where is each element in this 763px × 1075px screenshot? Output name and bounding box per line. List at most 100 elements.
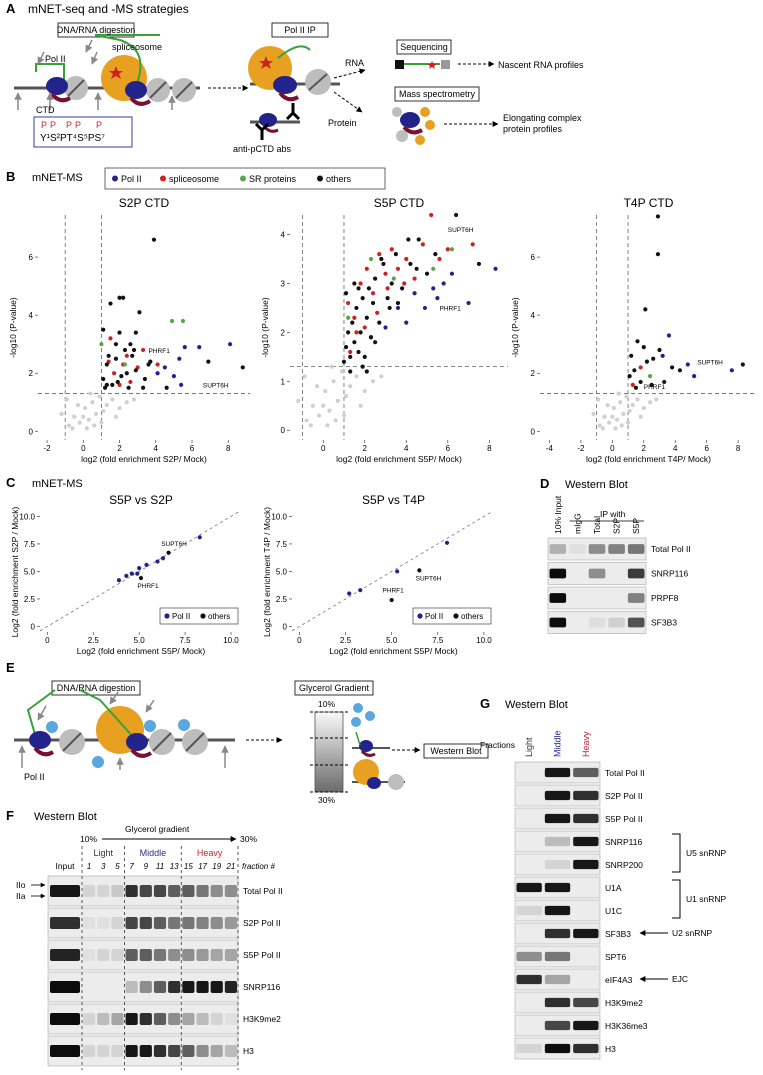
complex-label: U1 snRNP	[686, 894, 726, 904]
band	[544, 882, 571, 893]
legend-marker	[240, 175, 246, 182]
point	[128, 342, 133, 347]
y-tick-label: 2	[281, 328, 286, 337]
band	[125, 885, 138, 897]
y-tick-label: 7.5	[24, 540, 36, 549]
point	[124, 353, 129, 358]
point	[613, 426, 618, 431]
band	[196, 885, 209, 897]
point	[352, 315, 357, 320]
point	[81, 414, 86, 419]
phospho: P	[41, 120, 47, 130]
y-tick-label: 2.5	[276, 595, 288, 604]
label: protein profiles	[503, 124, 563, 134]
point	[638, 365, 643, 370]
point	[597, 423, 602, 428]
point	[352, 281, 357, 286]
annotation: SUPT6H	[448, 227, 474, 234]
chart-title: T4P CTD	[624, 196, 674, 210]
label: 10%	[318, 699, 335, 709]
point	[197, 535, 202, 540]
band	[544, 1020, 571, 1031]
panel-title: mNET-MS	[32, 172, 83, 184]
panel-letter: C	[6, 475, 16, 490]
x-tick-label: -2	[43, 444, 51, 453]
x-tick-label: 8	[736, 444, 741, 453]
band	[516, 905, 542, 916]
band	[224, 885, 237, 897]
point	[339, 369, 345, 374]
y-tick-label: 0	[283, 622, 288, 631]
point	[377, 320, 382, 325]
point	[115, 379, 120, 385]
row-label: SF3B3	[651, 618, 677, 628]
band	[210, 981, 223, 993]
band	[182, 981, 195, 993]
band	[210, 1013, 223, 1025]
point	[126, 385, 131, 390]
panel-letter: A	[6, 1, 16, 16]
band	[516, 882, 542, 893]
legend-marker	[453, 613, 459, 619]
point	[657, 347, 662, 353]
band	[224, 1013, 237, 1025]
point	[437, 256, 442, 262]
point	[366, 286, 371, 291]
band	[97, 949, 110, 961]
band	[97, 1013, 110, 1025]
point	[624, 394, 629, 399]
point	[101, 327, 106, 332]
point	[662, 379, 667, 385]
point	[629, 353, 634, 358]
point	[104, 382, 109, 387]
point	[404, 320, 409, 325]
point	[66, 423, 71, 428]
point	[677, 368, 683, 373]
point	[362, 325, 367, 330]
row-label: Total Pol II	[651, 544, 691, 554]
point	[633, 385, 639, 390]
band	[224, 949, 237, 961]
legend-label: SR proteins	[249, 174, 297, 184]
point	[358, 403, 363, 408]
fraction-label: 9	[144, 862, 149, 871]
legend-label: others	[326, 174, 352, 184]
band	[573, 813, 599, 824]
point	[346, 330, 351, 335]
point	[605, 403, 610, 408]
band	[168, 1045, 181, 1057]
band	[573, 928, 599, 939]
point	[155, 559, 160, 564]
point	[142, 376, 148, 382]
x-axis-label: log2 (fold enrichment T4P/ Mock)	[586, 454, 711, 464]
band	[182, 885, 195, 897]
band	[168, 981, 181, 993]
point	[607, 420, 612, 425]
band	[139, 949, 152, 961]
blot-row	[514, 968, 601, 991]
blot-row	[547, 562, 647, 585]
label: Mass spectrometry	[399, 89, 476, 99]
legend-label: Pol II	[121, 174, 142, 184]
y-tick-label: 2.5	[24, 595, 36, 604]
legend-marker	[200, 613, 206, 619]
point	[389, 281, 394, 286]
point	[406, 237, 411, 242]
point	[343, 393, 349, 399]
point	[433, 252, 438, 257]
point	[104, 362, 109, 367]
group-label: Heavy	[197, 848, 223, 858]
point	[64, 397, 70, 402]
band	[627, 544, 645, 554]
y-tick-label: 3	[281, 279, 286, 288]
point	[133, 330, 138, 335]
blot-row	[547, 586, 647, 610]
band	[573, 1020, 599, 1031]
point	[113, 414, 119, 419]
band	[168, 917, 181, 929]
point	[90, 400, 95, 405]
x-tick-label: 2	[363, 444, 368, 453]
point	[373, 276, 378, 281]
x-tick-label: 8	[487, 444, 492, 453]
point	[692, 374, 697, 379]
